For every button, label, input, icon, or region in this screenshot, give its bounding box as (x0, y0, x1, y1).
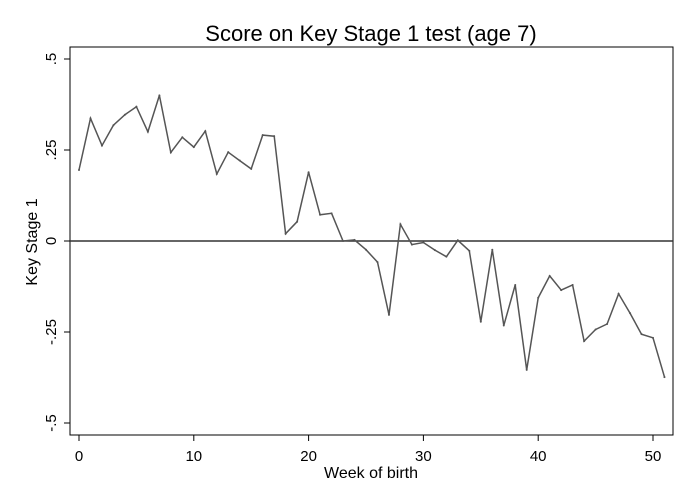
data-point (422, 241, 425, 244)
data-point (502, 324, 505, 327)
chart-title: Score on Key Stage 1 test (age 7) (205, 21, 536, 46)
x-tick-label: 30 (415, 448, 432, 465)
data-point (215, 173, 218, 176)
data-point (583, 340, 586, 343)
data-point (514, 284, 517, 287)
data-point (410, 243, 413, 246)
data-point (537, 296, 540, 299)
data-point (365, 248, 367, 251)
data-point (238, 159, 241, 162)
data-point (181, 136, 184, 139)
data-point (376, 261, 379, 264)
x-tick-label: 20 (300, 448, 317, 465)
data-point (146, 130, 149, 133)
data-point (525, 368, 528, 371)
data-point (548, 274, 551, 277)
y-tick-label: -.5 (43, 414, 60, 432)
data-point (169, 151, 172, 154)
data-point (296, 220, 299, 223)
data-point (571, 284, 574, 287)
y-tick-label: 0 (43, 237, 60, 245)
data-point (273, 135, 276, 138)
data-point (560, 289, 563, 292)
data-point (640, 333, 643, 336)
data-point (399, 223, 402, 226)
data-points (78, 94, 666, 379)
data-point (204, 130, 207, 133)
x-tick-label: 40 (530, 448, 547, 465)
data-point (594, 328, 597, 331)
data-point (479, 320, 482, 323)
data-point (491, 248, 494, 251)
data-point (353, 238, 356, 241)
x-axis: 0 10 20 30 40 50 (75, 435, 662, 465)
data-point (468, 249, 471, 252)
data-point (330, 212, 333, 215)
data-point (617, 292, 620, 295)
data-point (606, 322, 609, 325)
data-point (456, 239, 459, 242)
data-point (663, 376, 666, 379)
data-point (227, 151, 230, 154)
x-tick-label: 50 (645, 448, 662, 465)
y-tick-label: .25 (43, 140, 60, 161)
data-point (629, 312, 632, 315)
y-axis-label: Key Stage 1 (24, 198, 41, 285)
data-point (284, 232, 287, 235)
data-point (387, 313, 390, 316)
data-point (652, 336, 654, 339)
data-point (250, 167, 253, 170)
x-tick-label: 0 (75, 448, 83, 465)
data-point (78, 169, 80, 172)
data-point (342, 240, 345, 242)
data-point (261, 134, 264, 137)
data-point (192, 146, 195, 149)
x-tick-label: 10 (185, 448, 202, 465)
data-point (100, 144, 103, 147)
data-point (89, 117, 92, 120)
data-point (319, 213, 322, 216)
data-point (135, 105, 138, 108)
data-point (445, 255, 448, 258)
y-tick-label: .5 (43, 53, 60, 66)
series-line (78, 95, 666, 378)
data-point (158, 94, 161, 97)
y-axis: -.5 -.25 0 .25 .5 (43, 53, 70, 432)
data-point (433, 249, 436, 252)
y-tick-label: -.25 (43, 319, 60, 345)
data-point (112, 124, 115, 127)
data-point (123, 113, 126, 116)
data-point (307, 171, 310, 174)
x-axis-label: Week of birth (324, 465, 418, 482)
